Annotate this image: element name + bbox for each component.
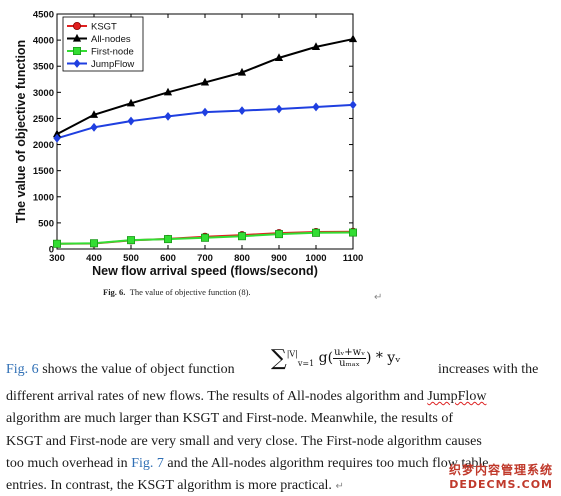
point-first-node [200, 233, 209, 242]
y-axis-label: The value of objective function [14, 40, 28, 223]
x-tick-label: 800 [234, 253, 250, 264]
line5-text-a: too much overhead in [6, 456, 132, 471]
point-all-nodes [163, 87, 173, 96]
point-jumpflow [53, 133, 61, 143]
y-tick-label: 2500 [33, 114, 54, 125]
paragraph-line-1-end: increases with the [438, 361, 538, 379]
watermark-cn: 织梦内容管理系统 [448, 463, 553, 477]
point-first-node [53, 239, 62, 248]
x-tick-label: 400 [86, 253, 102, 264]
sum-upper: |V| [286, 349, 298, 359]
caption-label: Fig. 6. [103, 287, 126, 297]
line2-text: different arrival rates of new flows. Th… [6, 389, 428, 404]
figure-6: 0 500 1000 1500 2000 2500 3000 3500 4000 4500 300 4… [14, 10, 364, 279]
point-first-node [348, 228, 357, 237]
y-tick-label: 1500 [33, 166, 54, 177]
point-first-node [311, 228, 320, 237]
line5-text-b: and the All-nodes algorithm requires too… [163, 456, 489, 471]
paragraph-line-3: algorithm are much larger than KSGT and … [6, 410, 453, 428]
jumpflow-word: JumpFlow [427, 389, 487, 404]
objective-function-chart: 0 500 1000 1500 2000 2500 3000 3500 4000 4500 300 4… [14, 10, 364, 279]
y-tick-label: 1000 [33, 192, 54, 203]
x-tick-label: 700 [197, 253, 213, 264]
legend-label-all-nodes: All-nodes [91, 34, 131, 45]
paragraph-line-2: different arrival rates of new flows. Th… [6, 388, 486, 406]
y-tick-label: 0 [49, 245, 54, 256]
formula-tail: ) * yᵥ [365, 350, 401, 366]
x-tick-label: 600 [160, 253, 176, 264]
paragraph-line-5: too much overhead in Fig. 7 and the All-… [6, 455, 489, 473]
paragraph-line-6: entries. In contrast, the KSGT algorithm… [6, 477, 344, 496]
fig7-link[interactable]: Fig. 7 [131, 456, 164, 471]
fraction-numerator: uᵥ+wᵥ [333, 346, 366, 359]
line3-text: algorithm are much larger than KSGT and … [6, 411, 453, 426]
line1-end-text: increases with the [438, 362, 539, 377]
point-all-nodes [311, 42, 321, 50]
figure-caption: Fig. 6. The value of objective function … [103, 287, 251, 297]
point-first-node [163, 235, 172, 244]
y-tick-label: 4000 [33, 36, 54, 47]
caption-text: The value of objective function (8). [129, 287, 251, 297]
point-jumpflow [90, 122, 98, 132]
point-jumpflow [312, 102, 320, 112]
function-g: g( [318, 350, 334, 366]
sum-symbol: ∑ [271, 346, 287, 371]
y-tick-label: 2000 [33, 140, 54, 151]
paragraph-line-4: KSGT and First-node are very small and v… [6, 433, 482, 451]
x-tick-label: 300 [49, 253, 65, 264]
objective-formula: ∑|V|v=1 g(uᵥ+wᵥ uₘₐₓ) * yᵥ [271, 346, 400, 371]
y-tick-label: 3500 [33, 62, 54, 73]
legend-marker-ksgt [73, 21, 82, 30]
paragraph-mark-end: ↵ [335, 481, 344, 492]
point-all-nodes [237, 67, 247, 76]
point-jumpflow [127, 116, 135, 126]
fig6-link[interactable]: Fig. 6 [6, 362, 39, 377]
legend-label-first-node: First-node [91, 47, 134, 58]
y-tick-label: 4500 [33, 10, 54, 21]
point-first-node [90, 239, 99, 248]
x-tick-label: 1000 [305, 253, 326, 264]
point-first-node [127, 236, 136, 245]
x-tick-label: 1100 [343, 253, 364, 264]
paragraph-mark: ↵ [374, 292, 383, 303]
legend-marker-all-nodes [72, 33, 82, 42]
point-first-node [274, 230, 283, 239]
y-tick-label: 500 [38, 218, 54, 229]
legend-label-ksgt: KSGT [91, 22, 117, 33]
watermark: 织梦内容管理系统 DEDECMS.COM [449, 461, 553, 491]
sum-lower: v=1 [297, 358, 315, 368]
point-all-nodes [274, 53, 284, 61]
fraction-denominator: uₘₐₓ [339, 357, 360, 369]
x-tick-label: 900 [271, 253, 287, 264]
line1-text: shows the value of object function [38, 362, 235, 377]
y-tick-label: 3000 [33, 88, 54, 99]
point-first-node [237, 232, 246, 241]
legend-marker-jumpflow [73, 59, 81, 68]
point-all-nodes [200, 77, 210, 86]
line4-text: KSGT and First-node are very small and v… [6, 434, 482, 449]
point-all-nodes [52, 129, 62, 138]
x-axis-label: New flow arrival speed (flows/second) [92, 264, 318, 278]
line6-text: entries. In contrast, the KSGT algorithm… [6, 478, 332, 493]
x-tick-label: 500 [123, 253, 139, 264]
point-all-nodes [126, 98, 136, 107]
point-all-nodes [348, 34, 358, 43]
watermark-en: DEDECMS.COM [449, 478, 553, 491]
legend-marker-first-node [73, 47, 82, 56]
point-all-nodes [89, 110, 99, 118]
point-jumpflow [349, 100, 357, 110]
point-jumpflow [238, 106, 246, 116]
fraction: uᵥ+wᵥ uₘₐₓ [333, 346, 366, 369]
paragraph-line-1: Fig. 6 shows the value of object functio… [6, 361, 235, 379]
legend-label-jumpflow: JumpFlow [91, 59, 134, 70]
point-jumpflow [164, 111, 172, 121]
point-jumpflow [201, 107, 209, 117]
point-jumpflow [275, 104, 283, 114]
